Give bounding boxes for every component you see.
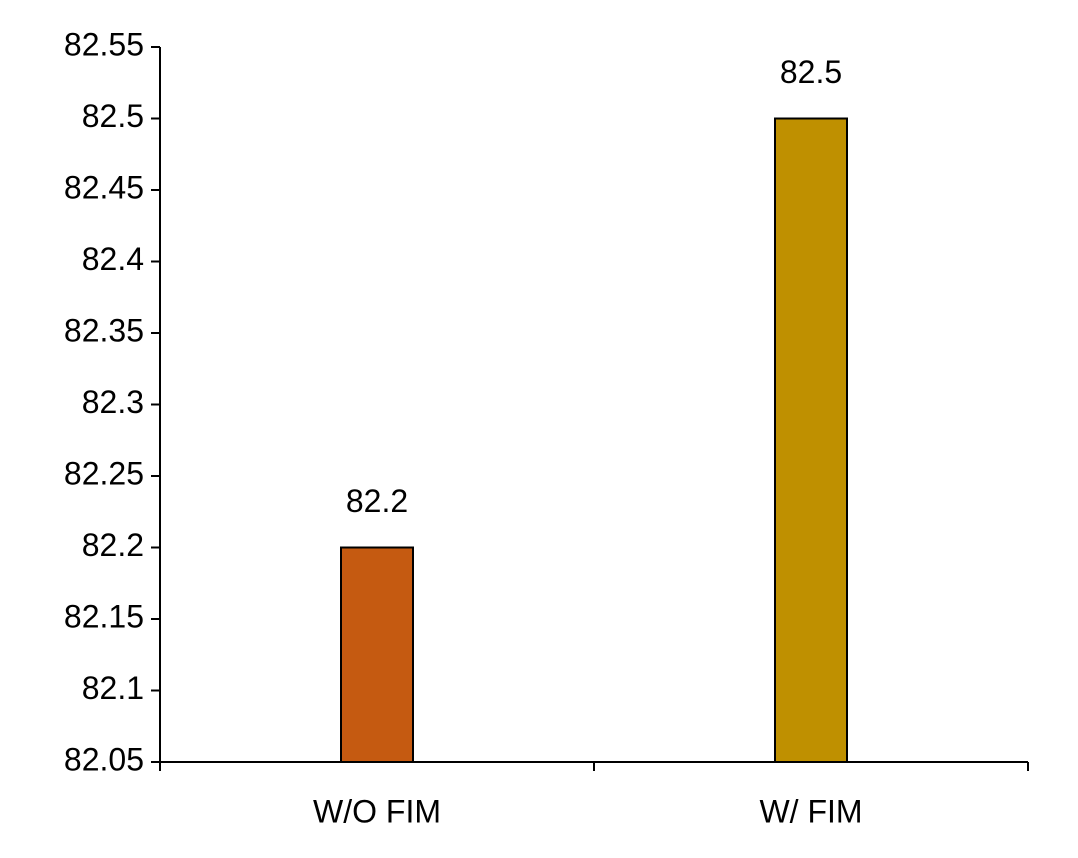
y-tick-label: 82.2 — [82, 527, 144, 563]
data-label: 82.5 — [780, 54, 842, 90]
data-label: 82.2 — [346, 483, 408, 519]
y-tick-label: 82.55 — [64, 26, 144, 62]
y-tick-label: 82.15 — [64, 598, 144, 634]
y-tick-label: 82.25 — [64, 455, 144, 491]
y-tick-label: 82.4 — [82, 241, 144, 277]
y-tick-label: 82.45 — [64, 169, 144, 205]
bar — [340, 546, 414, 763]
x-tick-label: W/ FIM — [759, 793, 862, 829]
y-tick-label: 82.3 — [82, 384, 144, 420]
y-tick-label: 82.5 — [82, 98, 144, 134]
bar — [774, 117, 848, 763]
y-tick-label: 82.35 — [64, 312, 144, 348]
y-tick-label: 82.05 — [64, 741, 144, 777]
y-tick-label: 82.1 — [82, 670, 144, 706]
x-tick-label: W/O FIM — [313, 793, 441, 829]
